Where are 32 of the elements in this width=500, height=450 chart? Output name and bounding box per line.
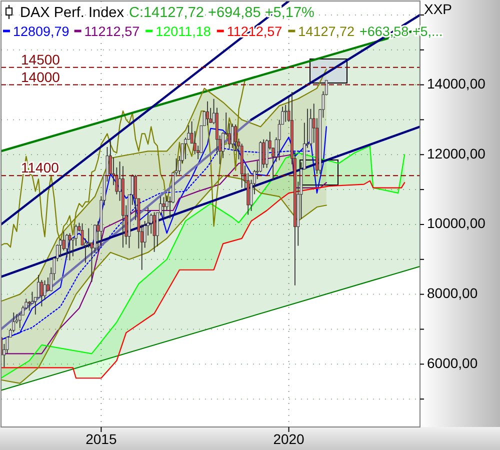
- candlestick: [43, 280, 46, 300]
- candlestick: [40, 280, 44, 307]
- y-axis-title: XXP: [424, 1, 452, 17]
- candlestick: [152, 212, 156, 252]
- candlestick: [68, 232, 72, 261]
- legend-label: 11212,57: [84, 24, 140, 39]
- candlestick: [87, 228, 90, 248]
- y-tick-label: 14000,00: [427, 76, 486, 92]
- chart-title: DAX Perf. Index: [20, 5, 125, 21]
- legend-label: 12011,18: [156, 24, 211, 39]
- ref-line-label: 14500: [21, 51, 60, 68]
- y-tick-label: 8000,00: [427, 285, 478, 302]
- x-tick-label: 2015: [86, 431, 117, 447]
- legend-label: 14127,72: [298, 24, 354, 39]
- y-tick-label: 10000,00: [427, 215, 486, 232]
- legend-label: 12809,79: [13, 24, 70, 39]
- candlestick: [193, 130, 196, 155]
- candlestick: [230, 123, 234, 149]
- candlestick: [59, 238, 62, 258]
- candlestick: [65, 233, 68, 258]
- candlestick: [184, 137, 187, 160]
- candlestick: [262, 138, 266, 168]
- candlestick: [93, 224, 96, 254]
- candlestick: [228, 122, 231, 150]
- candlestick: [206, 100, 209, 126]
- ref-line-label: 14000: [21, 68, 60, 85]
- y-tick-label: 6000,00: [427, 354, 478, 371]
- y-tick-label: 12000,00: [427, 145, 486, 162]
- candlestick: [162, 196, 166, 219]
- line-series: [1, 180, 406, 379]
- x-tick-label: 2020: [273, 431, 305, 447]
- candlestick: [284, 104, 288, 122]
